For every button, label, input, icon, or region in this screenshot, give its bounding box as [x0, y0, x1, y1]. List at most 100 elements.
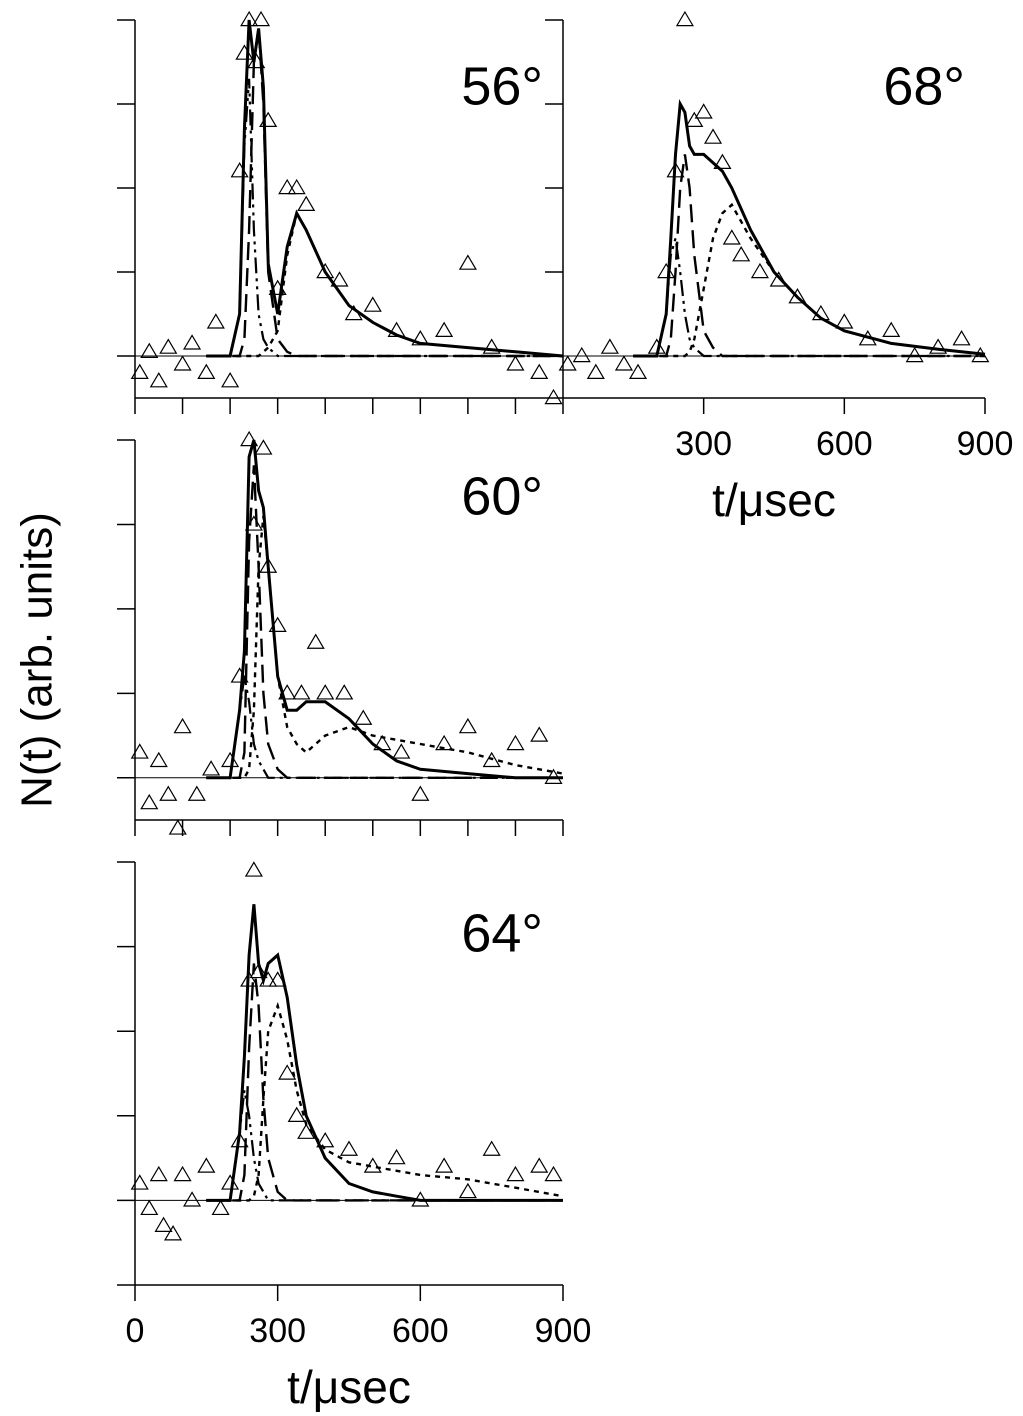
data-point — [858, 330, 877, 346]
data-point — [240, 10, 259, 27]
data-point — [259, 557, 278, 573]
panel-annotation: 64° — [461, 903, 543, 963]
data-point — [278, 1064, 297, 1080]
data-point — [183, 334, 202, 350]
data-point — [411, 785, 430, 801]
data-point — [482, 1140, 501, 1156]
data-point — [344, 304, 363, 321]
panel-annotation: 60° — [461, 466, 543, 526]
data-point — [703, 128, 723, 144]
fit-curve — [206, 904, 563, 1202]
data-point — [130, 363, 149, 379]
data-point — [685, 111, 704, 127]
data-point — [411, 1191, 430, 1207]
data-point — [259, 971, 278, 987]
data-point — [149, 372, 168, 388]
x-tick-label: 600 — [392, 1312, 449, 1350]
x-tick-label: 300 — [249, 1312, 306, 1350]
fit-curve — [206, 439, 563, 780]
data-point — [183, 1191, 202, 1207]
data-point — [247, 52, 266, 69]
data-point — [387, 1148, 406, 1165]
data-point — [835, 313, 854, 329]
y-axis-label: N(t) (arb. units) — [13, 512, 62, 808]
fit-curve — [633, 202, 986, 358]
data-point — [316, 262, 335, 279]
data-point — [221, 751, 240, 768]
data-point — [163, 1225, 183, 1241]
data-point — [435, 734, 454, 751]
data-point — [558, 355, 577, 371]
data-point — [458, 254, 477, 270]
data-point — [278, 684, 297, 700]
data-point — [268, 971, 287, 987]
data-point — [249, 962, 268, 979]
data-point — [168, 819, 187, 835]
data-point — [254, 439, 273, 455]
data-point — [173, 1165, 192, 1182]
data-point — [458, 717, 477, 734]
x-axis-label: t/μsec — [287, 1361, 411, 1413]
data-point — [354, 709, 373, 725]
data-point — [211, 1199, 230, 1216]
data-point — [330, 271, 349, 287]
data-point — [769, 271, 788, 287]
data-point — [197, 363, 216, 379]
data-point — [544, 1165, 563, 1182]
data-point — [411, 330, 430, 346]
data-point — [363, 1157, 382, 1173]
data-point — [130, 1174, 149, 1190]
data-point — [788, 288, 807, 304]
data-point — [614, 355, 634, 371]
data-point — [159, 338, 178, 354]
data-point — [882, 321, 901, 337]
data-point — [530, 363, 549, 379]
data-point — [657, 262, 676, 279]
data-point — [173, 717, 192, 734]
fit-curve — [206, 28, 563, 358]
data-point — [278, 178, 297, 195]
data-point — [387, 321, 406, 337]
data-point — [173, 355, 192, 371]
data-point — [287, 178, 306, 195]
data-point — [952, 330, 971, 346]
data-point — [971, 346, 990, 363]
fit-curve — [633, 154, 985, 358]
data-point — [292, 684, 311, 700]
data-point — [544, 768, 563, 784]
data-point — [297, 195, 316, 211]
data-point — [586, 363, 605, 379]
data-point — [316, 684, 335, 700]
data-point — [694, 103, 713, 119]
data-point — [530, 1157, 549, 1173]
data-point — [240, 430, 259, 447]
data-point — [221, 372, 240, 388]
data-point — [206, 313, 225, 329]
data-point — [482, 751, 501, 768]
data-point — [929, 338, 948, 354]
x-tick-label: 0 — [126, 1312, 145, 1350]
data-point — [154, 1216, 173, 1232]
data-point — [506, 734, 525, 751]
data-point — [306, 633, 325, 649]
data-point — [202, 760, 221, 776]
data-point — [287, 1106, 306, 1122]
data-point — [244, 515, 263, 531]
data-point — [363, 296, 382, 312]
data-point — [544, 388, 563, 405]
data-point — [244, 861, 263, 877]
x-axis-label: t/μsec — [712, 474, 836, 526]
data-point — [647, 338, 666, 354]
fit-curve — [206, 515, 564, 779]
data-point — [221, 1174, 240, 1190]
data-point — [435, 1157, 454, 1173]
x-tick-label: 900 — [535, 1312, 592, 1350]
data-point — [297, 1123, 316, 1139]
data-point — [230, 667, 249, 683]
data-point — [392, 743, 411, 759]
data-point — [506, 1165, 525, 1182]
data-point — [722, 229, 741, 245]
data-point — [628, 363, 648, 379]
data-point — [268, 279, 287, 295]
